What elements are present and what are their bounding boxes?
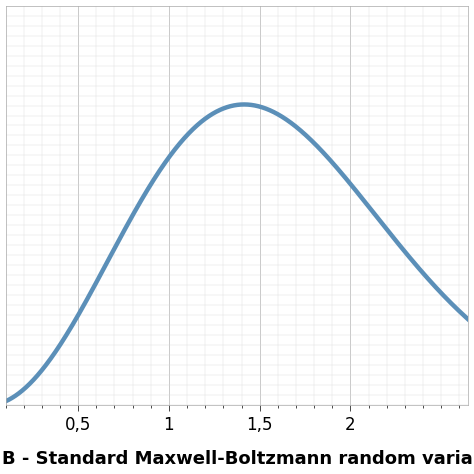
X-axis label: B - Standard Maxwell-Boltzmann random varia: B - Standard Maxwell-Boltzmann random va… — [1, 450, 473, 468]
